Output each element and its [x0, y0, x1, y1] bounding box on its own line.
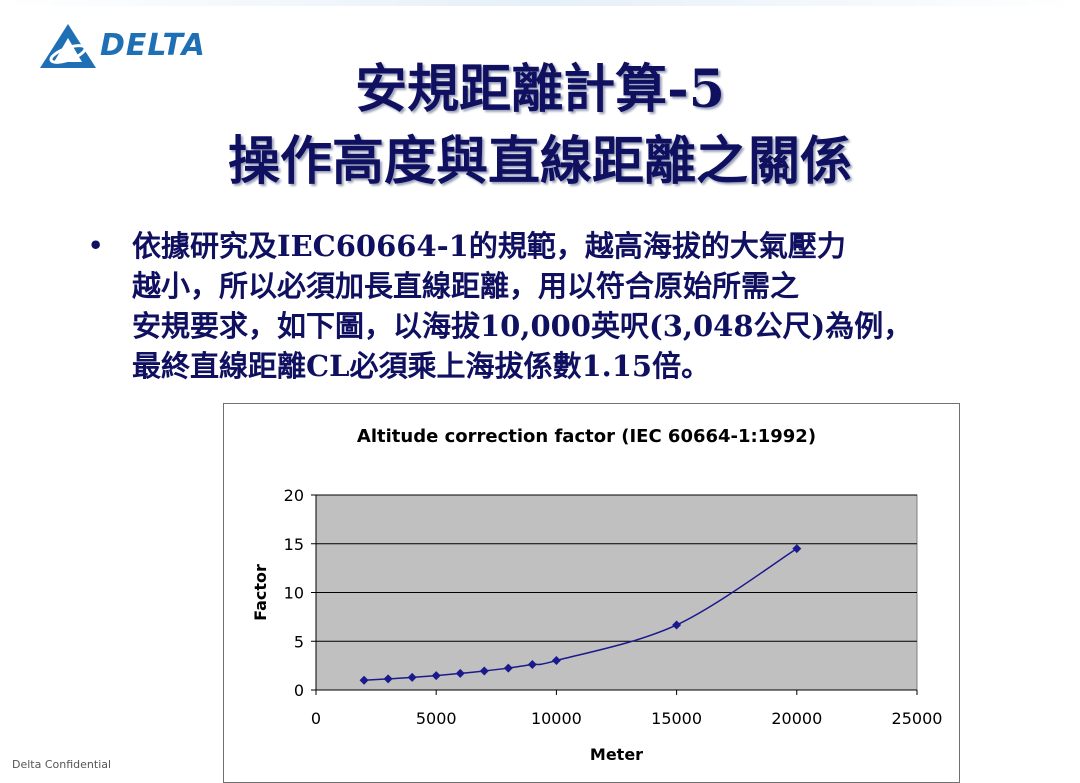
data-point: [551, 656, 561, 666]
logo-text: DELTA: [100, 28, 206, 63]
data-point: [383, 674, 393, 684]
page-title-line2: 操作高度與直線距離之關係: [227, 131, 852, 192]
y-tick-label: 20: [284, 486, 304, 505]
x-tick-label: 20000: [771, 709, 822, 728]
data-point: [359, 675, 369, 685]
data-point: [503, 663, 513, 673]
data-point: [431, 671, 441, 681]
chart-title: Altitude correction factor (IEC 60664-1:…: [357, 426, 816, 447]
data-point: [672, 620, 682, 630]
delta-logo: DELTA: [38, 22, 205, 70]
altitude-chart: Altitude correction factor (IEC 60664-1:…: [251, 426, 943, 764]
bullet-line: 依據研究及IEC60664-1的規範，越高海拔的大氣壓力: [132, 229, 846, 263]
data-point: [407, 672, 417, 682]
data-point: [527, 659, 537, 669]
data-point: [792, 544, 802, 554]
data-point: [455, 668, 465, 678]
y-tick-label: 15: [284, 535, 304, 554]
data-point: [479, 666, 489, 676]
y-tick-label: 0: [294, 681, 304, 700]
top-band: [0, 0, 1080, 6]
bullet-line: 最終直線距離CL必須乘上海拔係數1.15倍。: [132, 349, 711, 383]
x-tick-label: 25000: [892, 709, 943, 728]
x-axis-label: Meter: [590, 745, 643, 764]
x-tick-label: 0: [311, 709, 321, 728]
chart-frame: Altitude correction factor (IEC 60664-1:…: [223, 403, 960, 783]
bullet-line: 越小，所以必須加長直線距離，用以符合原始所需之: [132, 269, 800, 303]
delta-triangle-logo-icon: [40, 24, 96, 68]
x-tick-label: 10000: [531, 709, 582, 728]
bullet-lines: 依據研究及IEC60664-1的規範，越高海拔的大氣壓力 越小，所以必須加長直線…: [132, 226, 1042, 386]
x-tick-label: 15000: [651, 709, 702, 728]
confidential-footer: Delta Confidential: [12, 758, 112, 771]
y-tick-label: 5: [294, 632, 304, 651]
bullet-line: 安規要求，如下圖，以海拔10,000英呎(3,048公尺)為例，: [132, 309, 913, 343]
x-tick-label: 5000: [416, 709, 457, 728]
y-tick-label: 10: [284, 584, 304, 603]
y-axis-label: Factor: [251, 564, 270, 621]
bullet-dot-icon: •: [88, 231, 104, 260]
page-title-line1: 安規距離計算-5: [355, 59, 725, 120]
